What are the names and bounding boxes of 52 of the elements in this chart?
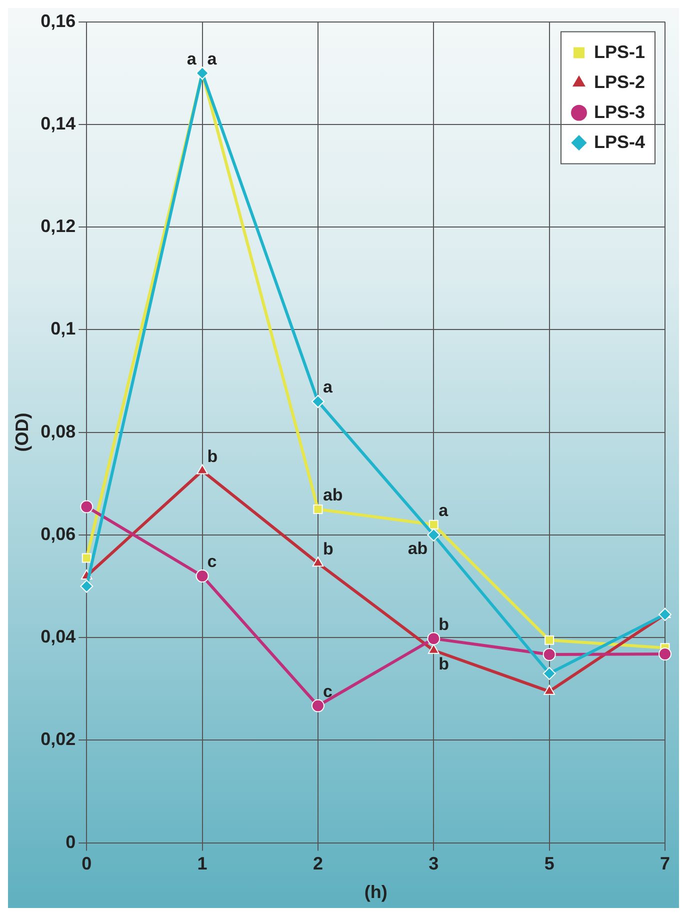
annotation: c [207,552,217,572]
x-tick-label: 1 [197,854,208,874]
annotation: a [438,500,449,520]
y-tick-label: 0,06 [40,524,76,544]
annotation: a [207,49,218,68]
point [312,556,324,567]
legend-label: LPS-4 [594,132,646,152]
point [427,528,440,542]
y-tick-label: 0,02 [40,729,76,750]
y-tick-label: 0,1 [50,318,76,339]
y-tick-label: 0,12 [40,216,76,236]
point [428,520,438,530]
point [196,569,209,582]
legend-label: LPS-3 [594,102,646,122]
annotation: ab [408,539,428,558]
y-tick-label: 0,16 [40,10,76,31]
point [196,464,208,474]
point [80,580,94,593]
point [428,644,440,654]
annotation: b [438,614,450,634]
point [311,699,324,712]
x-axis-title: (h) [364,882,388,902]
y-tick-label: 0 [66,832,76,852]
point [544,684,556,695]
point [313,504,323,514]
x-tick-label: 0 [82,854,92,874]
x-tick-label: 5 [544,854,554,874]
legend-label: LPS-1 [594,42,646,62]
x-tick-label: 7 [660,854,670,874]
x-tick-label: 2 [312,854,323,874]
point [658,608,672,621]
point [544,635,554,645]
annotation: a [186,49,197,68]
annotation: b [438,654,450,674]
point [427,632,440,646]
legend-label: LPS-2 [594,72,646,92]
point [311,395,324,408]
annotation: ab [322,485,343,504]
y-axis-title: (OD) [12,412,32,452]
y-tick-label: 0,14 [40,113,76,134]
annotation: a [322,378,333,397]
x-tick-label: 3 [428,854,439,874]
y-tick-label: 0,08 [40,421,76,442]
point [542,666,556,680]
y-tick-label: 0,04 [40,626,76,647]
point [80,500,94,514]
point [542,648,556,661]
annotation: c [322,682,332,701]
point [82,553,92,563]
point [658,647,672,660]
annotation: b [207,446,218,466]
annotation: b [322,539,334,558]
